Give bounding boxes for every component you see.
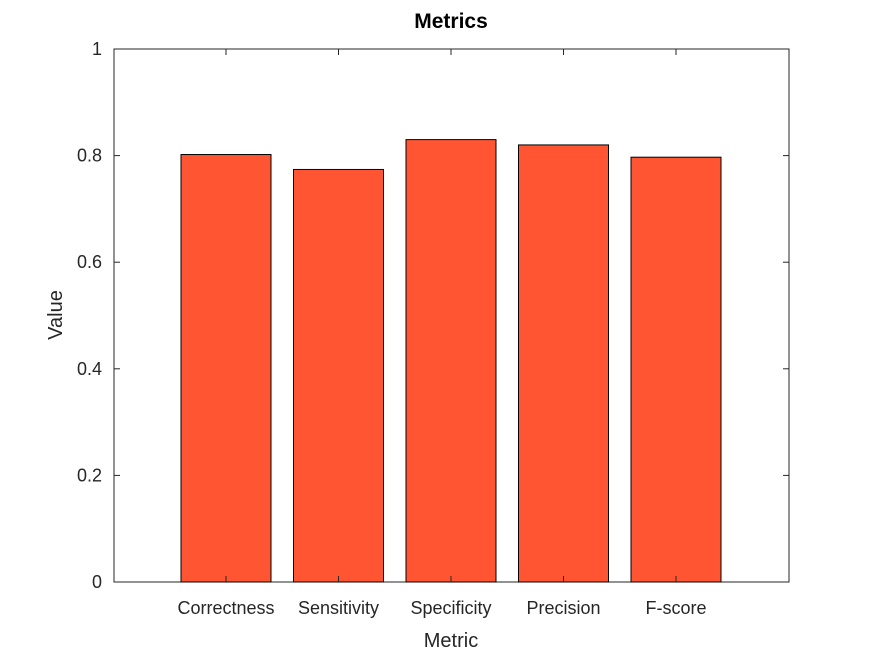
x-tick-label: Sensitivity xyxy=(298,598,379,618)
y-tick-label: 0.6 xyxy=(77,252,102,272)
bar-sensitivity xyxy=(293,168,384,583)
y-tick-label: 0.8 xyxy=(77,146,102,166)
y-tick-label: 0.2 xyxy=(77,465,102,485)
ticks: 0 0.2 0.4 0.6 0.8 1 Correctness Sensitivity Spec… xyxy=(77,39,789,618)
y-tick-label: 0.4 xyxy=(77,359,102,379)
y-axis-label: Value xyxy=(45,290,67,340)
y-tick-label: 1 xyxy=(92,39,102,59)
chart-title: Metrics xyxy=(414,10,488,33)
x-tick-label: Specificity xyxy=(410,598,491,618)
bar-correctness xyxy=(180,154,272,583)
x-axis-label: Metric xyxy=(424,630,478,652)
x-tick-label: F-score xyxy=(645,598,706,618)
x-tick-label: Correctness xyxy=(177,598,274,618)
x-tick-label: Precision xyxy=(526,598,600,618)
bar-f-score xyxy=(630,156,722,583)
bar-precision xyxy=(518,144,609,583)
bars xyxy=(180,139,722,583)
bar-specificity xyxy=(405,139,497,583)
y-tick-label: 0 xyxy=(92,572,102,592)
